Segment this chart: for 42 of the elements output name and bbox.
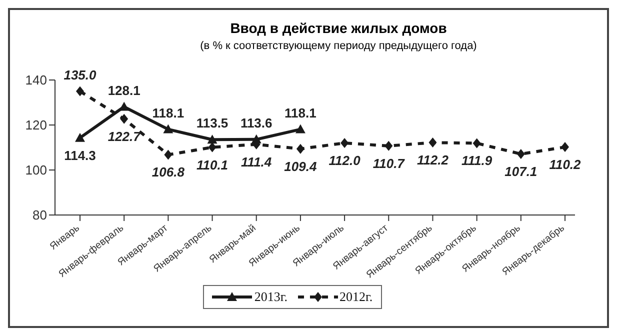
data-label: 118.1: [284, 105, 316, 120]
chart-title: Ввод в действие жилых домов: [229, 20, 448, 36]
data-label: 109.4: [284, 158, 318, 174]
data-label: 107.1: [504, 164, 538, 180]
data-label: 111.9: [462, 153, 493, 168]
y-tick-label: 100: [25, 162, 47, 178]
point: [164, 150, 172, 160]
point: [119, 102, 130, 111]
chart-subtitle: (в % к соответствующему периоду предыдущего года): [199, 40, 478, 52]
point: [120, 114, 128, 124]
data-label: 111.4: [241, 154, 272, 170]
point: [163, 124, 174, 134]
legend-label: 2013г.: [253, 289, 288, 305]
point: [516, 149, 525, 160]
data-label: 110.1: [196, 157, 228, 172]
point: [384, 140, 393, 151]
point: [208, 142, 216, 152]
point: [76, 86, 84, 96]
y-tick-label: 80: [32, 208, 47, 223]
data-label: 112.0: [328, 153, 362, 168]
point: [472, 138, 481, 148]
point: [295, 124, 306, 134]
legend-label: 2012г.: [338, 289, 373, 305]
point: [561, 142, 569, 152]
data-label: 110.2: [549, 157, 582, 172]
data-label: 110.7: [372, 156, 406, 171]
data-label: 128.1: [108, 82, 140, 98]
point: [340, 138, 349, 148]
data-label: 113.5: [196, 116, 228, 131]
point: [75, 132, 85, 142]
data-label: 106.8: [152, 164, 186, 180]
point: [296, 144, 304, 154]
y-tick-label: 140: [25, 72, 47, 88]
point: [428, 138, 437, 148]
y-tick-label: 120: [25, 118, 47, 133]
data-label: 114.3: [64, 148, 96, 163]
data-label: 113.6: [240, 115, 272, 130]
data-label: 122.7: [108, 128, 142, 144]
data-label: 118.1: [152, 105, 184, 120]
data-label: 112.2: [416, 152, 450, 168]
data-label: 135.0: [64, 67, 98, 82]
point: [207, 134, 218, 144]
